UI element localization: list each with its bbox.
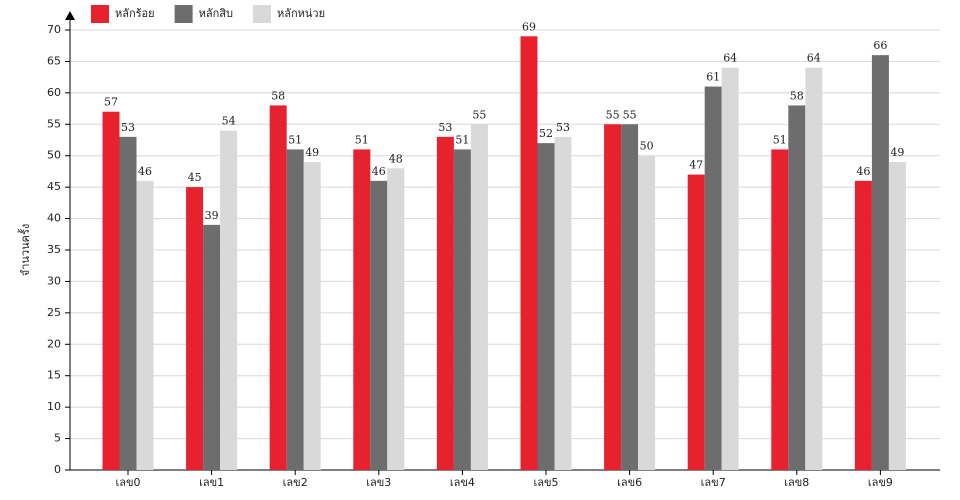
- bar: [387, 168, 405, 471]
- legend-label: หลักร้อย: [115, 7, 155, 20]
- value-label: 55: [623, 108, 637, 121]
- legend-label: หลักสิบ: [199, 7, 233, 20]
- bar: [286, 149, 304, 470]
- y-tick-label: 70: [47, 23, 61, 36]
- bar: [721, 67, 739, 470]
- value-label: 53: [121, 121, 135, 134]
- bar: [269, 105, 287, 470]
- legend-swatch: [252, 5, 271, 23]
- x-tick-label: เลข1: [199, 476, 224, 489]
- y-tick-label: 10: [47, 400, 61, 413]
- x-tick-label: เลข3: [366, 476, 391, 489]
- bar: [687, 174, 705, 471]
- value-label: 46: [138, 165, 152, 178]
- value-label: 51: [455, 133, 469, 146]
- x-tick-label: เลข7: [701, 476, 726, 489]
- value-label: 54: [222, 115, 236, 128]
- bar: [537, 143, 555, 470]
- value-label: 52: [539, 127, 553, 140]
- y-tick-label: 25: [47, 306, 61, 319]
- value-label: 51: [773, 133, 787, 146]
- bar: [871, 55, 889, 471]
- value-label: 49: [305, 146, 319, 159]
- bar: [436, 136, 454, 470]
- bar: [370, 180, 388, 470]
- bar: [353, 149, 371, 470]
- bar: [621, 124, 639, 471]
- legend-swatch: [91, 5, 109, 23]
- bar: [771, 149, 789, 470]
- y-tick-label: 50: [47, 149, 61, 162]
- value-label: 55: [472, 108, 486, 121]
- value-label: 64: [723, 52, 737, 65]
- bar: [186, 187, 204, 470]
- x-tick-label: เลข2: [283, 476, 308, 489]
- y-tick-label: 15: [47, 369, 61, 382]
- value-label: 45: [188, 171, 202, 184]
- y-tick-label: 55: [47, 117, 61, 130]
- value-label: 61: [706, 71, 720, 84]
- bar: [805, 67, 823, 470]
- bar: [554, 136, 572, 470]
- value-label: 53: [438, 121, 452, 134]
- y-tick-label: 20: [47, 337, 61, 350]
- bar: [470, 124, 488, 471]
- legend-swatch: [174, 5, 193, 23]
- bar: [854, 180, 872, 470]
- value-label: 53: [556, 121, 570, 134]
- x-tick-label: เลข8: [784, 476, 809, 489]
- value-label: 48: [389, 152, 403, 165]
- y-axis-label: จำนวนครั้ง: [17, 224, 32, 276]
- x-tick-label: เลข4: [450, 476, 475, 489]
- value-label: 64: [807, 52, 821, 65]
- bar: [303, 162, 321, 470]
- y-axis-arrow: [65, 11, 75, 20]
- value-label: 58: [790, 89, 804, 102]
- value-label: 55: [606, 108, 620, 121]
- value-label: 51: [288, 133, 302, 146]
- y-tick-label: 60: [47, 86, 61, 99]
- y-tick-label: 30: [47, 274, 61, 287]
- value-label: 51: [355, 133, 369, 146]
- value-label: 46: [372, 165, 386, 178]
- y-tick-label: 40: [47, 212, 61, 225]
- value-label: 58: [271, 89, 285, 102]
- bar: [604, 124, 622, 471]
- y-tick-label: 0: [54, 463, 61, 476]
- value-label: 66: [873, 39, 887, 52]
- y-tick-label: 45: [47, 180, 61, 193]
- x-tick-label: เลข6: [617, 476, 642, 489]
- value-label: 50: [640, 140, 654, 153]
- value-label: 49: [890, 146, 904, 159]
- bar: [119, 136, 137, 470]
- bar: [102, 111, 120, 470]
- bar: [788, 105, 806, 470]
- value-label: 69: [522, 20, 536, 33]
- bar: [220, 130, 238, 471]
- legend-label: หลักหน่วย: [277, 7, 325, 20]
- bar: [888, 162, 906, 470]
- x-tick-label: เลข5: [533, 476, 558, 489]
- y-tick-label: 35: [47, 243, 61, 256]
- value-label: 39: [205, 209, 219, 222]
- bar: [638, 155, 656, 470]
- bar: [453, 149, 471, 470]
- y-tick-label: 5: [54, 432, 61, 445]
- value-label: 46: [856, 165, 870, 178]
- bar: [520, 36, 538, 471]
- bar: [136, 180, 154, 470]
- x-tick-label: เลข9: [868, 476, 893, 489]
- value-label: 57: [104, 96, 118, 109]
- y-tick-label: 65: [47, 54, 61, 67]
- x-tick-label: เลข0: [115, 476, 140, 489]
- bar: [704, 86, 722, 471]
- bar: [203, 224, 221, 470]
- value-label: 47: [689, 159, 703, 172]
